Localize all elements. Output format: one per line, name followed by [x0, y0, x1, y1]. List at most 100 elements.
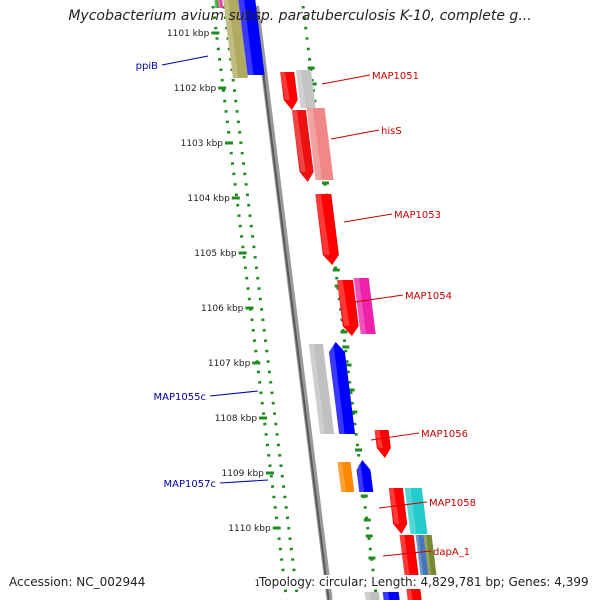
- gene-MAP1054-body: [337, 280, 359, 336]
- gene-label-MAP1055c: MAP1055c: [154, 390, 259, 403]
- leader-line: [161, 55, 209, 66]
- gene-MAP1053-body: [315, 194, 339, 265]
- gene-MAP1051-neighbor: [295, 70, 316, 108]
- ruler-tick-label: 1109 kbp: [221, 469, 264, 479]
- gene-bottom-grey-highlight: [364, 592, 371, 600]
- gene-label-text: dapA_1: [433, 547, 470, 558]
- gene-hisS-body: [306, 108, 334, 180]
- gene-labels: ppiB MAP1051 hisS MAP1053 MAP1054 MAP1055c MAP…: [136, 55, 476, 558]
- gene-label-text: MAP1057c: [164, 479, 216, 490]
- gene-label-text: MAP1055c: [154, 392, 206, 403]
- gene-MAP1055c-body: [328, 342, 356, 434]
- gene-dapA_1-olive: [423, 535, 437, 578]
- gene-dapA_1-olive-body: [423, 535, 437, 578]
- gene-ppiB: [223, 0, 248, 78]
- gene-bottom-grey-body: [364, 592, 380, 600]
- gene-MAP1055c: [327, 342, 356, 434]
- gene-top-fragment-a: [214, 0, 220, 8]
- gene-label-text: MAP1054: [405, 291, 452, 302]
- gene-bottom-grey: [364, 592, 380, 600]
- gene-MAP1051-highlight: [280, 72, 290, 100]
- gene-top-fragment-b: [218, 0, 224, 8]
- ruler-tick-label: 1106 kbp: [201, 304, 244, 314]
- gene-hisS: [306, 108, 334, 180]
- gene-label-text: hisS: [381, 126, 402, 137]
- gene-MAP1055c-neighbor: [308, 344, 335, 434]
- gene-MAP1057c: [337, 462, 355, 492]
- gene-dapA_1-blue-highlight: [415, 535, 424, 578]
- gene-MAP1053-highlight: [315, 194, 330, 255]
- gene-ppiB-neighbor-body: [238, 0, 265, 75]
- leader-line: [370, 432, 420, 441]
- leader-line: [378, 501, 428, 509]
- gene-MAP1058-neighbor-body: [404, 488, 428, 534]
- gene-label-text: MAP1051: [372, 71, 419, 82]
- ruler-tick-label: 1107 kbp: [208, 359, 251, 369]
- gene-bottom-blue-body: [382, 592, 400, 600]
- gene-MAP1054: [337, 280, 359, 336]
- gene-MAP1054-neighbor-body: [353, 278, 376, 334]
- gene-MAP1055c-neighbor-body: [308, 344, 335, 434]
- gene-hisS-left-highlight: [291, 110, 306, 172]
- gene-label-MAP1058: MAP1058: [378, 498, 476, 509]
- gene-label-MAP1057c: MAP1057c: [164, 479, 269, 490]
- ruler-tick-label: 1104 kbp: [187, 194, 230, 204]
- ruler-tick-label: 1108 kbp: [215, 414, 258, 424]
- gene-label-text: MAP1056: [421, 429, 468, 440]
- gene-bottom-blue-highlight: [382, 592, 390, 600]
- gene-MAP1054-neighbor: [353, 278, 376, 334]
- gene-label-MAP1054: MAP1054: [354, 291, 452, 303]
- gene-bottom-blue: [382, 592, 400, 600]
- gene-label-hisS: hisS: [330, 126, 402, 140]
- backbone: [253, 5, 333, 600]
- gene-ppiB-neighbor-highlight: [238, 0, 254, 75]
- leader-line: [343, 213, 393, 223]
- gene-ppiB-body: [223, 0, 248, 78]
- gene-dapA_1-blue: [415, 535, 429, 578]
- gene-label-MAP1051: MAP1051: [321, 71, 419, 85]
- gene-MAP1058-neighbor-highlight: [404, 488, 417, 534]
- genome-summary: Topology: circular; Length: 4,829,781 bp…: [259, 575, 589, 589]
- ruler-line-left: [211, 5, 289, 600]
- ruler-tick-label: 1110 kbp: [228, 524, 271, 534]
- gene-hisS-left: [291, 110, 314, 182]
- ruler-tick-label: 1102 kbp: [174, 84, 217, 94]
- gene-label-text: MAP1053: [394, 210, 441, 221]
- gene-MAP1057c-highlight: [337, 462, 346, 492]
- gene-MAP1057c-neighbor: [355, 460, 374, 492]
- backbone-core: [254, 5, 330, 600]
- gene-MAP1051: [280, 72, 298, 110]
- gene-MAP1057c-body: [337, 462, 355, 492]
- gene-MAP1051-neighbor-highlight: [295, 70, 306, 108]
- gene-MAP1051-body: [280, 72, 298, 110]
- gene-top-fragment-a-highlight: [214, 0, 217, 8]
- gene-label-ppiB: ppiB: [136, 55, 209, 72]
- leader-line: [219, 479, 269, 484]
- gene-MAP1057c-neighbor-body: [356, 460, 374, 492]
- map-title: Mycobacterium avium subsp. paratuberculo…: [68, 8, 532, 24]
- gene-ppiB-neighbor: [238, 0, 265, 75]
- gene-label-dapA_1: dapA_1: [382, 547, 470, 558]
- accession-text: Accession: NC_002944: [9, 575, 146, 589]
- gene-label-MAP1056: MAP1056: [370, 429, 468, 441]
- feature-track: [214, 0, 437, 600]
- gene-MAP1051-neighbor-body: [295, 70, 316, 108]
- gene-MAP1054-neighbor-highlight: [353, 278, 366, 334]
- gene-MAP1056-body: [374, 430, 391, 458]
- gene-MAP1053: [315, 194, 339, 265]
- gene-ppiB-highlight: [223, 0, 239, 78]
- gene-label-text: MAP1058: [429, 498, 476, 509]
- gene-MAP1057c-neighbor-highlight: [355, 460, 365, 492]
- gene-MAP1055c-neighbor-highlight: [308, 344, 325, 434]
- gene-top-fragment-b-body: [218, 0, 224, 8]
- leader-line: [354, 294, 404, 303]
- ruler-tick-label: 1103 kbp: [181, 139, 224, 149]
- leader-line: [209, 390, 259, 397]
- ruler-tick-label: 1101 kbp: [167, 29, 210, 39]
- gene-hisS-left-body: [291, 110, 314, 182]
- gene-top-fragment-a-body: [214, 0, 220, 8]
- gene-MAP1058: [388, 488, 408, 534]
- leader-line: [321, 74, 371, 85]
